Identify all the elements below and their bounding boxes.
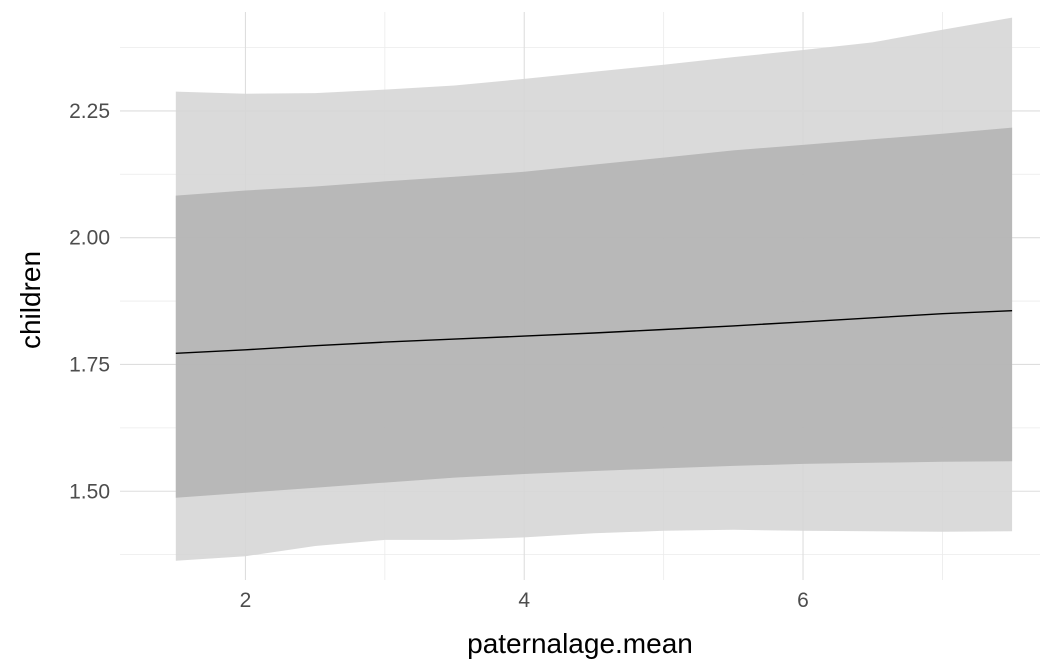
x-axis-tick-labels: 2 4 6: [240, 589, 809, 612]
y-tick-label: 2.00: [69, 227, 110, 250]
y-tick-label: 1.50: [69, 480, 110, 503]
y-axis-tick-labels: 1.50 1.75 2.00 2.25: [69, 100, 110, 503]
y-axis-title: children: [15, 251, 46, 349]
series-lines: [175, 310, 1013, 354]
mean-line: [175, 310, 1013, 354]
x-tick-label: 2: [240, 589, 252, 612]
confidence-bands: [175, 17, 1013, 561]
x-tick-label: 4: [518, 589, 530, 612]
x-tick-label: 6: [797, 589, 809, 612]
x-axis-title: paternalage.mean: [467, 628, 693, 659]
y-tick-label: 2.25: [69, 100, 110, 123]
y-tick-label: 1.75: [69, 353, 110, 376]
inner-band: [175, 127, 1013, 498]
